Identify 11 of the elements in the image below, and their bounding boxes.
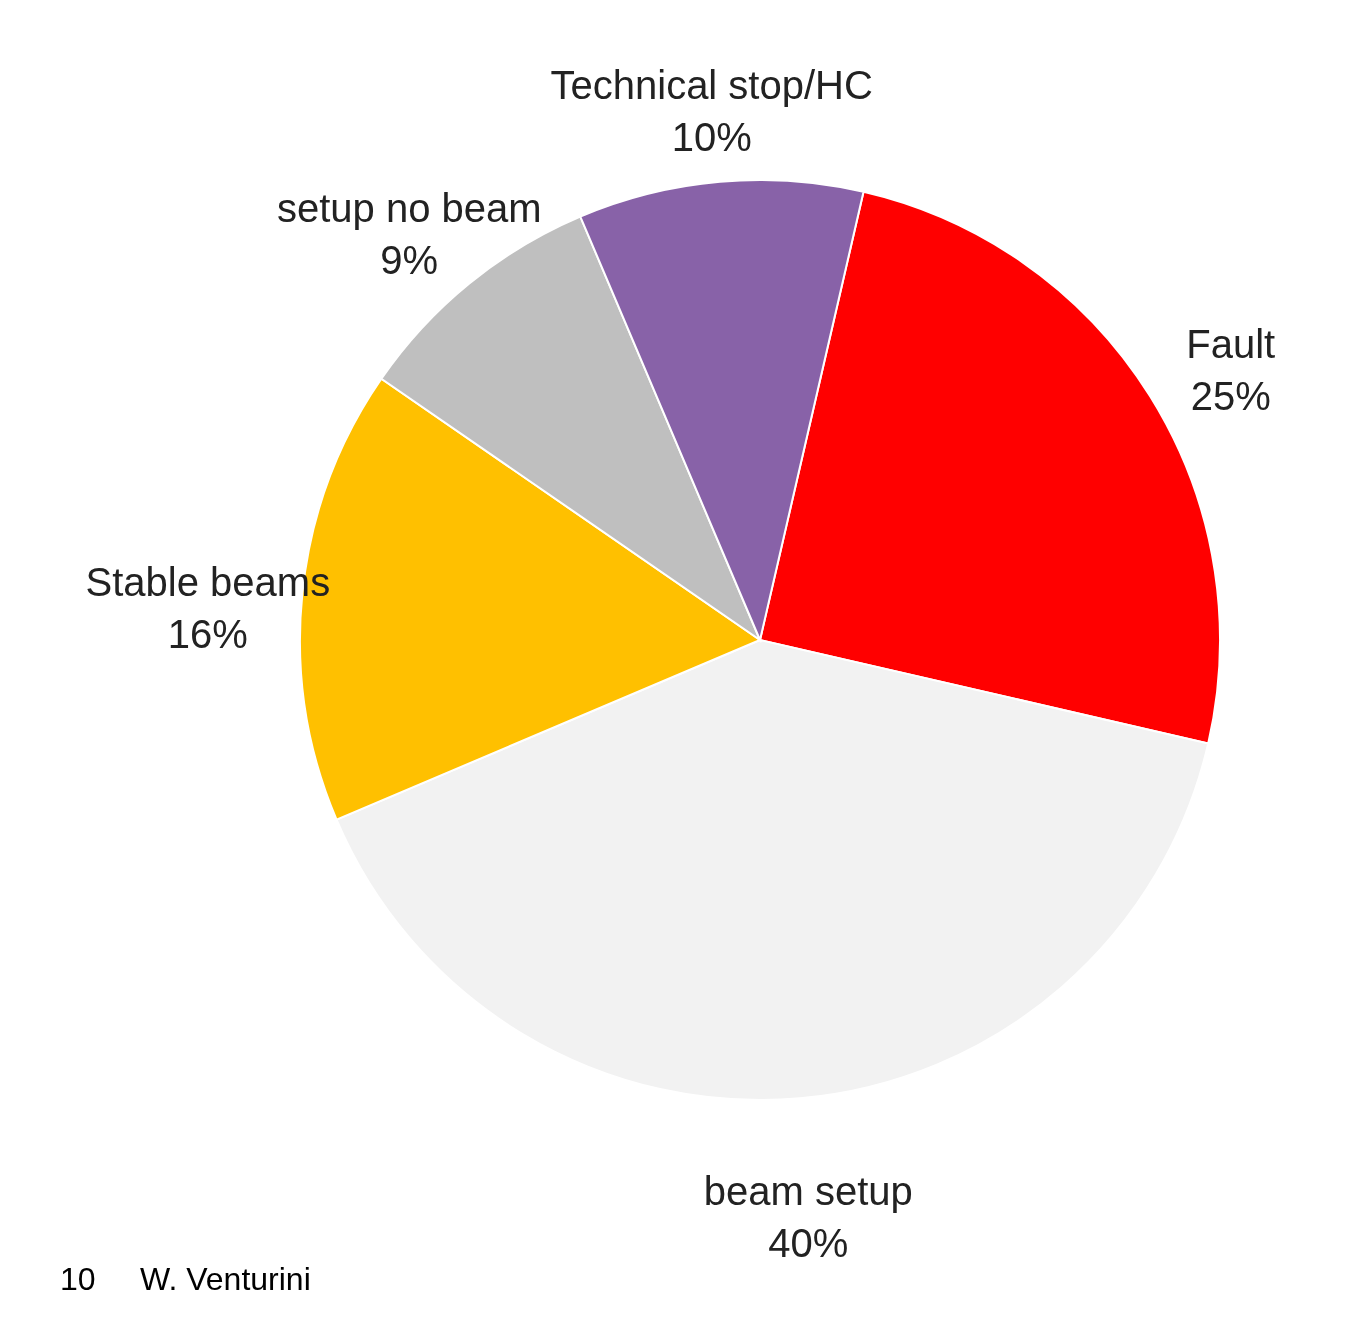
text: W. Venturini (140, 1261, 311, 1297)
text: 10 (60, 1261, 96, 1297)
data-label: 40% (768, 1220, 849, 1265)
data-label: 9% (380, 237, 439, 282)
slice-label: Fault (1186, 321, 1276, 366)
slice-label: beam setup (703, 1168, 913, 1213)
slice-label: setup no beam (276, 185, 542, 230)
data-label: 25% (1190, 373, 1271, 418)
data-label: 16% (167, 611, 248, 656)
data-label: 10% (671, 115, 752, 160)
slice-label: Technical stop/HC (550, 63, 873, 108)
